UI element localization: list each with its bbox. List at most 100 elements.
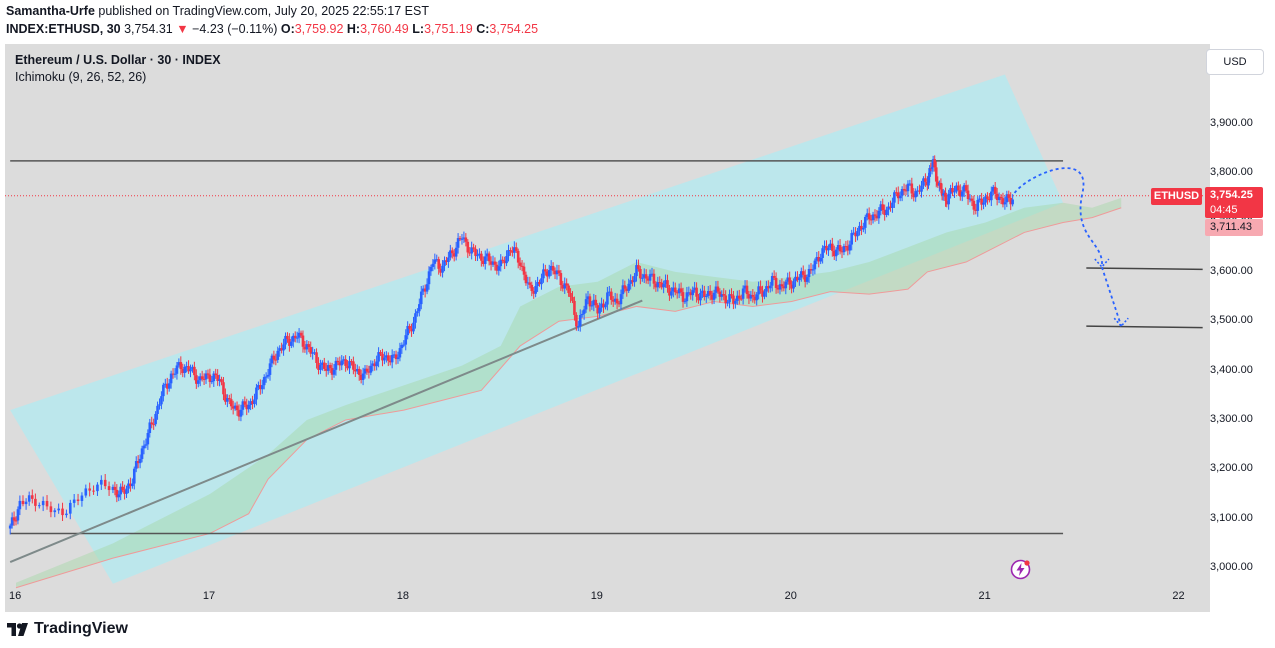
candle-body bbox=[664, 280, 667, 284]
candle-body bbox=[167, 383, 171, 389]
brand-name: TradingView bbox=[34, 620, 128, 637]
candle-body bbox=[402, 344, 406, 346]
candle-body bbox=[736, 295, 739, 301]
candle-body bbox=[152, 424, 155, 426]
symbol-legend[interactable]: Ethereum / U.S. Dollar · 30 · INDEX bbox=[15, 53, 221, 67]
candle-body bbox=[691, 290, 695, 296]
candle-body bbox=[873, 214, 877, 216]
candle-body bbox=[712, 292, 716, 300]
price-change: −4.23 (−0.11%) bbox=[192, 22, 278, 36]
candle-body bbox=[569, 292, 572, 298]
candle-body bbox=[968, 198, 972, 200]
candle-body bbox=[823, 245, 826, 249]
candle-body bbox=[146, 433, 150, 445]
projection-arrow-1 bbox=[1094, 258, 1110, 269]
candle-body bbox=[286, 335, 289, 339]
projection-arrow-2 bbox=[1113, 317, 1129, 328]
candle-body bbox=[780, 284, 784, 287]
candle-body bbox=[825, 245, 828, 251]
price-tick-label: 3,400.00 bbox=[1210, 363, 1253, 376]
close-value: 3,754.25 bbox=[489, 22, 539, 36]
candle-body bbox=[288, 338, 291, 346]
lightning-icon[interactable] bbox=[1010, 559, 1031, 580]
candle-body bbox=[939, 182, 943, 190]
candle-body bbox=[710, 294, 714, 300]
currency-button[interactable]: USD bbox=[1206, 49, 1264, 75]
candle-body bbox=[993, 186, 997, 194]
candle-body bbox=[57, 508, 60, 511]
candle-body bbox=[103, 479, 107, 487]
candle-body bbox=[375, 361, 378, 367]
candle-body bbox=[315, 352, 318, 363]
candle-body bbox=[951, 188, 954, 193]
candle-body bbox=[323, 362, 326, 369]
candle-body bbox=[803, 274, 807, 282]
candle-body bbox=[858, 225, 861, 232]
candle-body bbox=[410, 328, 413, 332]
candle-body bbox=[123, 490, 126, 494]
indicator-legend[interactable]: Ichimoku (9, 26, 52, 26) bbox=[15, 70, 147, 84]
price-tick-label: 3,800.00 bbox=[1210, 166, 1253, 179]
current-price: 3,754.25 bbox=[1210, 189, 1253, 201]
candle-body bbox=[720, 294, 724, 297]
candle-body bbox=[728, 294, 731, 303]
candle-body bbox=[860, 225, 863, 230]
candle-body bbox=[990, 191, 993, 201]
candle-body bbox=[462, 237, 466, 239]
candle-body bbox=[639, 269, 642, 279]
candle-body bbox=[338, 362, 342, 366]
candle-body bbox=[914, 191, 917, 198]
candle-body bbox=[885, 209, 888, 215]
candle-body bbox=[383, 357, 386, 361]
candle-body bbox=[158, 404, 161, 406]
candle-body bbox=[100, 479, 103, 485]
candle-body bbox=[1001, 198, 1005, 205]
candle-body bbox=[464, 237, 468, 242]
candle-body bbox=[553, 270, 557, 275]
candle-body bbox=[154, 413, 157, 425]
candle-body bbox=[165, 383, 169, 389]
candle-body bbox=[633, 276, 636, 283]
candle-body bbox=[984, 196, 987, 203]
author-name[interactable]: Samantha-Urfe bbox=[6, 4, 95, 18]
candle-body bbox=[862, 227, 865, 230]
candle-body bbox=[526, 282, 530, 284]
candle-body bbox=[590, 305, 594, 307]
candle-body bbox=[336, 360, 340, 363]
candle-body bbox=[938, 182, 941, 186]
candle-body bbox=[819, 257, 822, 262]
candle-body bbox=[947, 193, 950, 205]
candle-body bbox=[260, 385, 264, 390]
candle-body bbox=[900, 188, 904, 196]
trendline bbox=[9, 299, 643, 564]
candle-body bbox=[115, 489, 119, 498]
candle-body bbox=[846, 246, 850, 251]
candle-body bbox=[865, 213, 869, 217]
candle-body bbox=[497, 266, 501, 271]
candle-body bbox=[745, 285, 749, 295]
tradingview-logo[interactable]: TradingView bbox=[7, 620, 128, 638]
candle-body bbox=[734, 300, 737, 304]
candle-body bbox=[8, 525, 12, 529]
candle-body bbox=[92, 490, 95, 492]
candle-body bbox=[520, 265, 524, 267]
candle-body bbox=[726, 302, 729, 304]
candle-body bbox=[792, 281, 795, 289]
candle-body bbox=[53, 510, 57, 513]
candle-body bbox=[840, 251, 844, 253]
candle-body bbox=[687, 292, 691, 294]
price-chart[interactable] bbox=[0, 42, 1275, 612]
candle-body bbox=[111, 486, 115, 491]
candle-body bbox=[749, 294, 753, 299]
candle-body bbox=[986, 196, 989, 199]
candle-body bbox=[848, 244, 852, 251]
candle-body bbox=[198, 376, 202, 381]
candle-body bbox=[536, 281, 539, 287]
candle-body bbox=[991, 186, 995, 192]
candle-body bbox=[670, 291, 673, 296]
candle-body bbox=[1005, 194, 1009, 203]
candle-body bbox=[37, 505, 41, 507]
candle-body bbox=[10, 517, 14, 526]
candle-body bbox=[516, 250, 520, 263]
candle-body bbox=[930, 167, 934, 169]
